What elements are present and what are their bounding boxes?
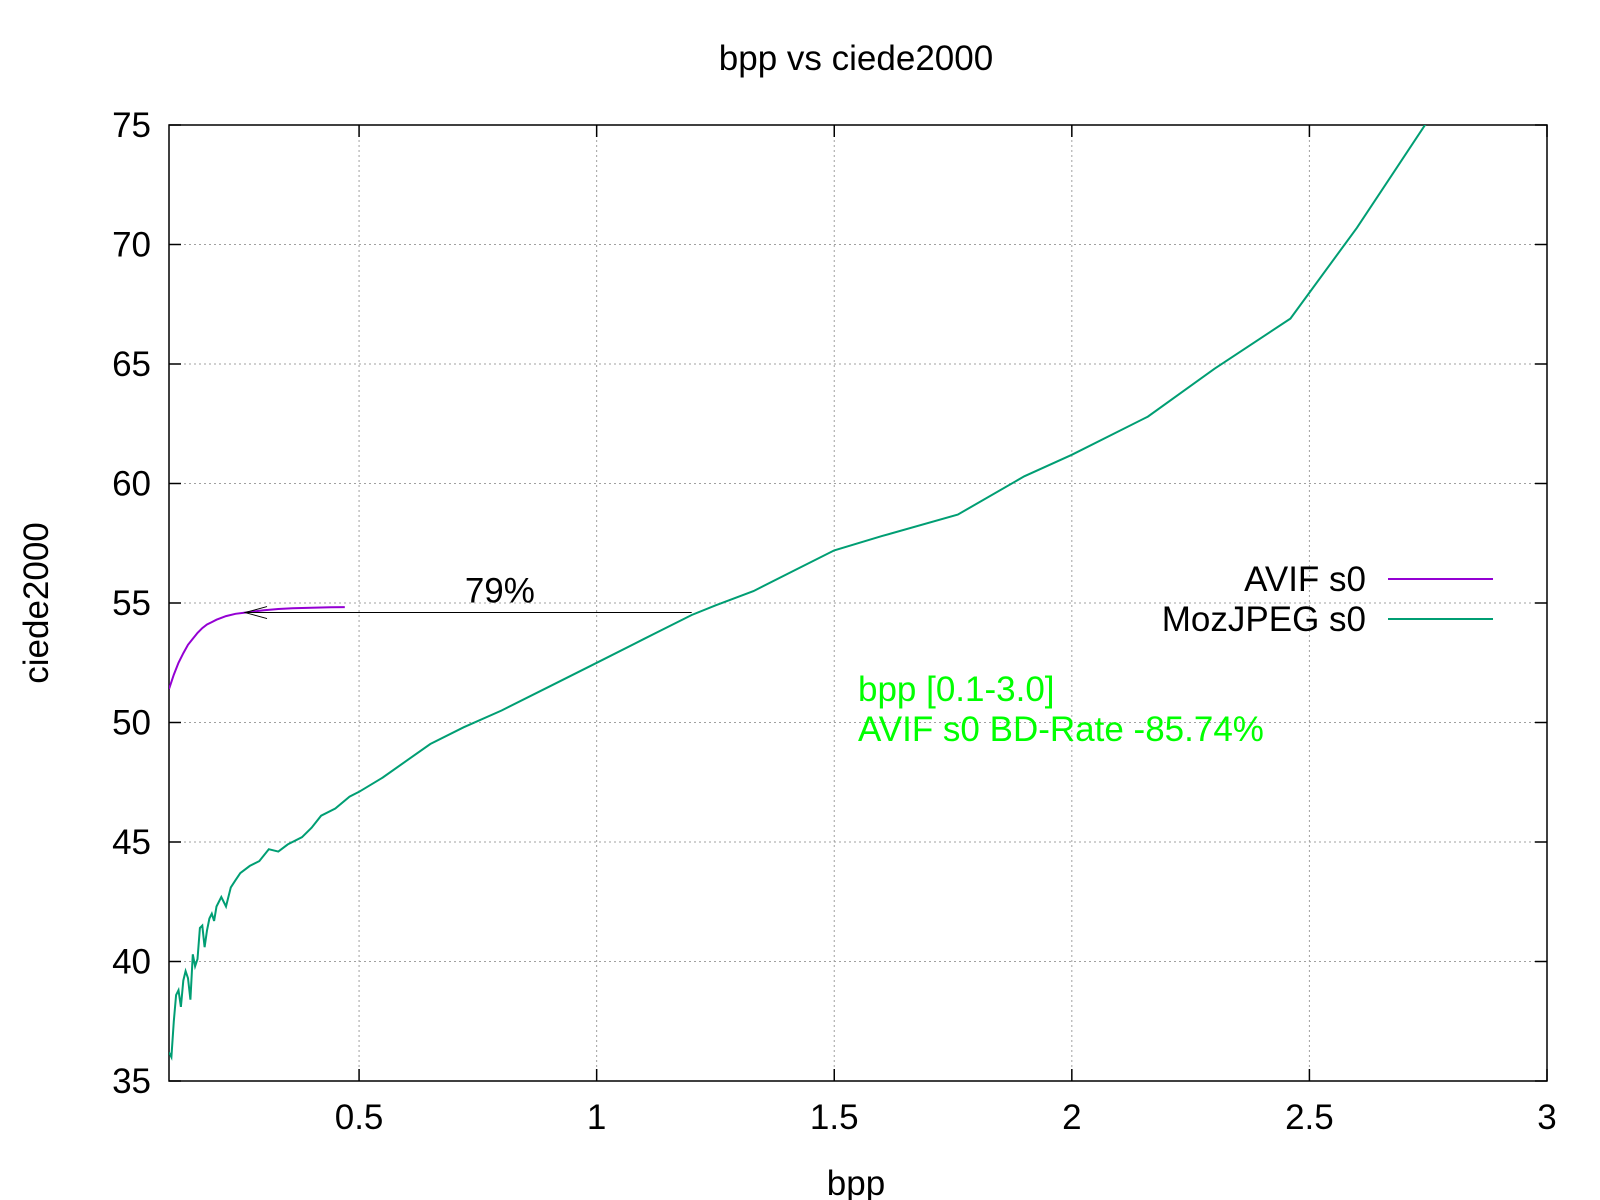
grid <box>169 125 1547 1081</box>
note-range: bpp [0.1-3.0] <box>858 670 1055 709</box>
chart-title: bpp vs ciede2000 <box>719 39 993 78</box>
x-tick-label: 3 <box>1537 1098 1556 1137</box>
y-tick-label: 55 <box>112 584 151 623</box>
x-ticks: 0.5 1 1.5 2 2.5 3 <box>335 125 1557 1137</box>
series-line-avif-s0 <box>169 606 345 690</box>
series-line-mozjpeg-s0 <box>169 125 1427 1061</box>
x-tick-label: 1 <box>587 1098 606 1137</box>
legend-label: AVIF s0 <box>1244 560 1366 599</box>
y-tick-label: 50 <box>112 704 151 743</box>
x-tick-label: 0.5 <box>335 1098 384 1137</box>
y-tick-label: 60 <box>112 465 151 504</box>
y-tick-label: 75 <box>112 106 151 145</box>
series-group <box>169 125 1427 1061</box>
legend-label: MozJPEG s0 <box>1162 600 1366 639</box>
y-ticks: 35 40 45 50 55 60 65 70 75 <box>112 106 1547 1101</box>
y-tick-label: 70 <box>112 226 151 265</box>
x-tick-label: 1.5 <box>810 1098 859 1137</box>
y-axis-label: ciede2000 <box>17 522 56 684</box>
x-tick-label: 2 <box>1062 1098 1081 1137</box>
y-tick-label: 65 <box>112 345 151 384</box>
x-tick-label: 2.5 <box>1285 1098 1334 1137</box>
annotations: 79% bpp [0.1-3.0]AVIF s0 BD-Rate -85.74% <box>243 572 1264 749</box>
y-tick-label: 40 <box>112 943 151 982</box>
note-bd-rate: AVIF s0 BD-Rate -85.74% <box>858 710 1264 749</box>
arrow-label: 79% <box>465 572 535 611</box>
bd-rate-arrowhead <box>243 606 268 620</box>
y-tick-label: 35 <box>112 1062 151 1101</box>
y-tick-label: 45 <box>112 823 151 862</box>
x-axis-label: bpp <box>827 1164 885 1200</box>
